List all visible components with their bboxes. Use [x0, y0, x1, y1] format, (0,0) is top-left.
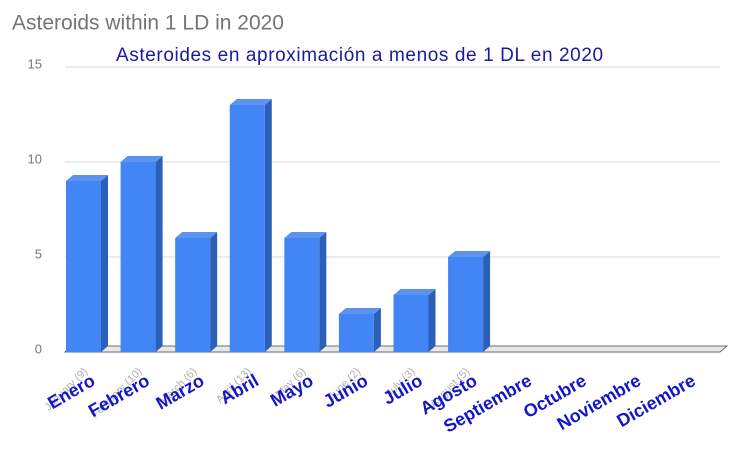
chart-title: Asteroids within 1 LD in 2020 — [12, 12, 284, 35]
bar-top — [338, 308, 381, 314]
bar-side — [319, 232, 327, 352]
bar-top — [393, 289, 436, 295]
y-tick-label: 5 — [35, 246, 42, 261]
bar-top — [175, 232, 218, 238]
chart-subtitle: Asteroides en aproximación a menos de 1 … — [116, 45, 604, 66]
bar-top — [284, 232, 327, 238]
bar-side — [101, 175, 108, 352]
bar-side — [210, 232, 218, 352]
bar-side — [428, 289, 436, 352]
bar-top — [66, 175, 108, 181]
bar-side — [483, 251, 491, 352]
bar — [448, 257, 484, 352]
bar-side — [373, 308, 381, 352]
y-tick-label: 0 — [35, 341, 42, 356]
bar — [175, 238, 211, 352]
bar — [120, 162, 156, 352]
bar — [66, 181, 101, 352]
bar-top — [229, 99, 272, 105]
bar-side — [264, 99, 272, 352]
y-tick-label: 10 — [28, 151, 42, 166]
bar — [393, 295, 429, 352]
bar-side — [155, 156, 163, 352]
bar — [338, 314, 374, 352]
bar — [229, 105, 265, 352]
bar-top — [120, 156, 163, 162]
bar — [284, 238, 320, 352]
x-tick-label: Febrero — [85, 370, 153, 421]
bar-top — [448, 251, 491, 257]
y-tick-label: 15 — [28, 56, 42, 71]
